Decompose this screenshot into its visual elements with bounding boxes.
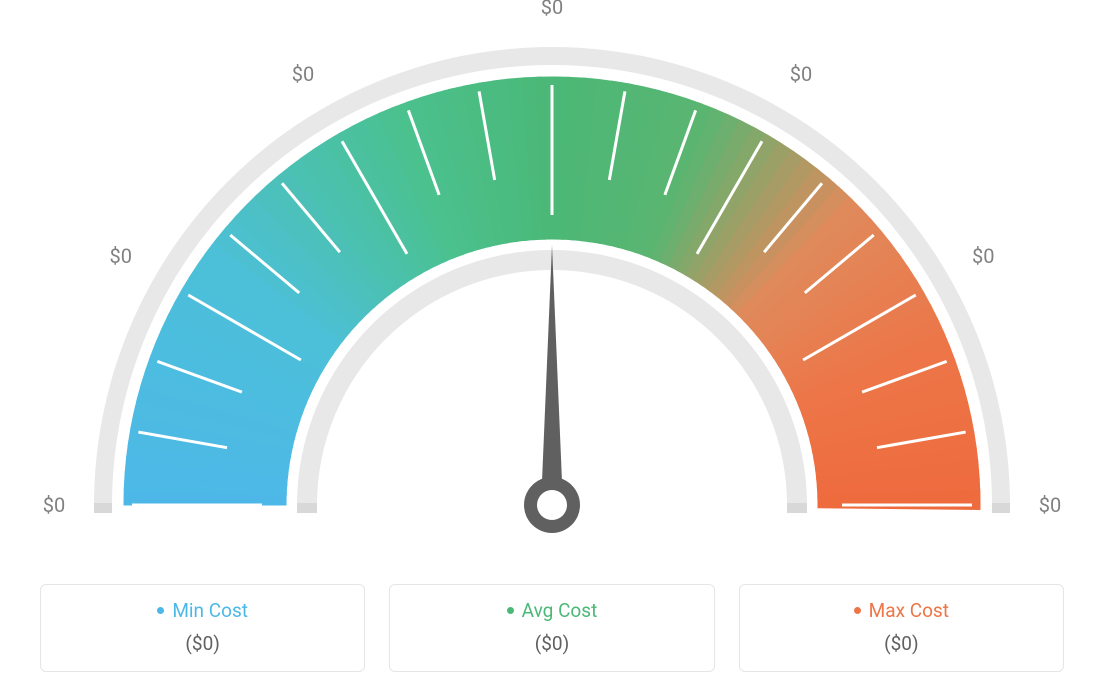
tick-label: $0	[1039, 493, 1061, 517]
legend-card: Max Cost ($0)	[739, 584, 1064, 672]
legend-value: ($0)	[758, 632, 1045, 655]
legend-card: Avg Cost ($0)	[389, 584, 714, 672]
tick-label: $0	[790, 62, 812, 86]
legend-title: Avg Cost	[507, 599, 598, 622]
cost-gauge-chart: $0$0$0$0$0$0$0 Min Cost($0)Avg Cost($0)M…	[0, 0, 1104, 690]
legend-title: Min Cost	[157, 599, 248, 622]
legend-dot-icon	[854, 607, 861, 614]
gauge-area: $0 $0 $0 $0 $0 $0 $0	[0, 0, 1104, 560]
tick-label: $0	[43, 493, 65, 517]
gauge-svg	[0, 0, 1104, 560]
legend-dot-icon	[157, 607, 164, 614]
legend-row: Min Cost ($0) Avg Cost ($0) Max Cost ($0)	[40, 584, 1064, 672]
tick-label: $0	[972, 244, 994, 268]
legend-card: Min Cost ($0)	[40, 584, 365, 672]
tick-label: $0	[292, 62, 314, 86]
needle	[524, 245, 580, 533]
outer-ring-cap-right	[992, 503, 1010, 513]
inner-ring-cap-right	[787, 503, 807, 513]
legend-value: ($0)	[59, 632, 346, 655]
legend-title-text: Avg Cost	[522, 599, 598, 622]
legend-title-text: Min Cost	[172, 599, 248, 622]
legend-title-text: Max Cost	[869, 599, 949, 622]
inner-ring-cap-left	[297, 503, 317, 513]
outer-ring-cap-left	[94, 503, 112, 513]
tick-label: $0	[109, 244, 131, 268]
legend-value: ($0)	[408, 632, 695, 655]
legend-dot-icon	[507, 607, 514, 614]
legend-title: Max Cost	[854, 599, 949, 622]
tick-label: $0	[541, 0, 563, 19]
